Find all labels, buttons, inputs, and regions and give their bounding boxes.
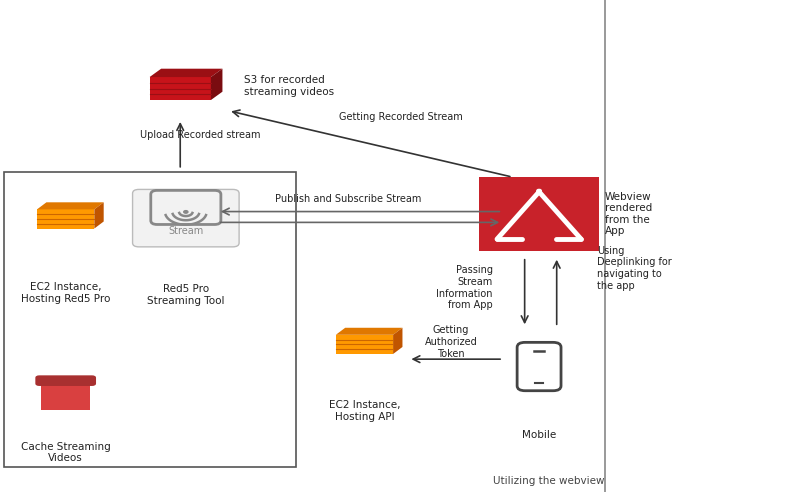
FancyBboxPatch shape xyxy=(42,382,90,410)
Polygon shape xyxy=(336,335,393,354)
FancyBboxPatch shape xyxy=(133,189,239,247)
Text: EC2 Instance,
Hosting Red5 Pro: EC2 Instance, Hosting Red5 Pro xyxy=(21,282,111,304)
Text: Utilizing the webview: Utilizing the webview xyxy=(493,476,605,486)
Text: Webview
rendered
from the
App: Webview rendered from the App xyxy=(605,191,652,237)
Polygon shape xyxy=(393,328,402,354)
Polygon shape xyxy=(37,210,95,228)
FancyBboxPatch shape xyxy=(479,177,599,251)
Text: Upload Recorded stream: Upload Recorded stream xyxy=(140,130,260,140)
Text: Getting
Authorized
Token: Getting Authorized Token xyxy=(425,325,477,359)
Polygon shape xyxy=(336,328,402,335)
Text: Using
Deeplinking for
navigating to
the app: Using Deeplinking for navigating to the … xyxy=(597,246,671,291)
Text: Stream: Stream xyxy=(168,226,203,236)
Text: S3 for recorded
streaming videos: S3 for recorded streaming videos xyxy=(244,75,335,97)
Polygon shape xyxy=(95,202,103,228)
Text: Cache Streaming
Videos: Cache Streaming Videos xyxy=(21,442,111,463)
Polygon shape xyxy=(211,69,223,100)
Circle shape xyxy=(183,211,188,213)
Text: Red5 Pro
Streaming Tool: Red5 Pro Streaming Tool xyxy=(147,284,224,306)
Text: Mobile: Mobile xyxy=(522,430,556,440)
FancyBboxPatch shape xyxy=(35,375,96,386)
Polygon shape xyxy=(37,202,103,210)
Text: Passing
Stream
Information
from App: Passing Stream Information from App xyxy=(436,265,493,310)
Text: EC2 Instance,
Hosting API: EC2 Instance, Hosting API xyxy=(328,400,400,422)
Polygon shape xyxy=(514,201,564,233)
Polygon shape xyxy=(150,77,211,100)
Polygon shape xyxy=(150,69,223,77)
Text: Getting Recorded Stream: Getting Recorded Stream xyxy=(339,112,462,122)
Text: Publish and Subscribe Stream: Publish and Subscribe Stream xyxy=(276,194,421,204)
FancyBboxPatch shape xyxy=(517,342,561,391)
